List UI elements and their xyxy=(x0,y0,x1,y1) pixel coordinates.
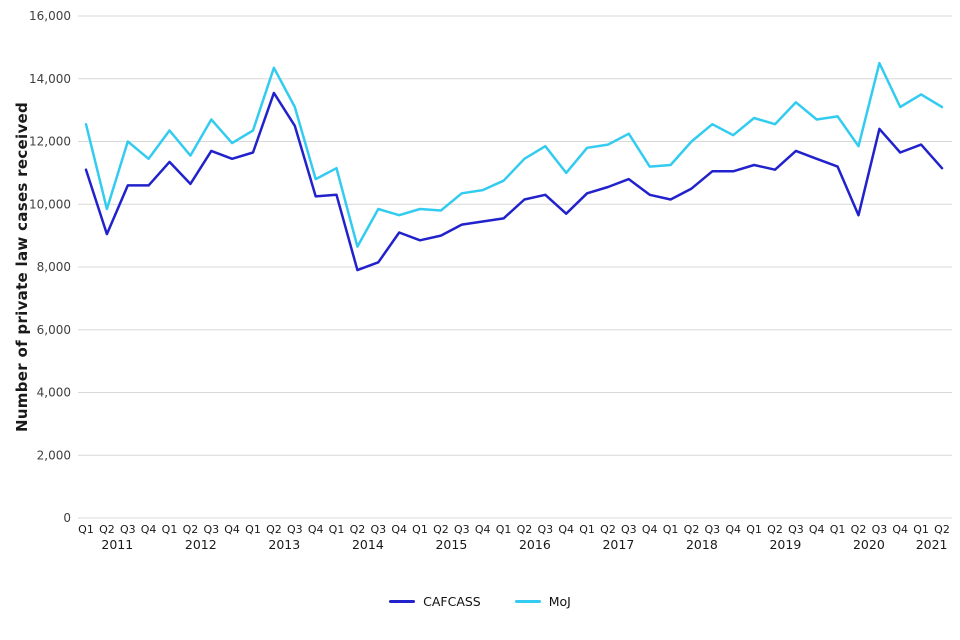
svg-text:Q2: Q2 xyxy=(767,523,783,536)
svg-text:Q3: Q3 xyxy=(704,523,720,536)
chart-plot-area: 0 2,000 4,000 6,000 8,000 10,000 12,000 14,000 1… xyxy=(29,9,952,552)
svg-text:Q4: Q4 xyxy=(308,523,324,536)
svg-text:Q3: Q3 xyxy=(872,523,888,536)
svg-text:Q1: Q1 xyxy=(329,523,345,536)
svg-text:Q3: Q3 xyxy=(788,523,804,536)
svg-text:Q2: Q2 xyxy=(99,523,115,536)
svg-text:Q4: Q4 xyxy=(391,523,407,536)
svg-text:2021: 2021 xyxy=(916,537,948,552)
svg-text:0: 0 xyxy=(63,511,71,525)
svg-text:Q2: Q2 xyxy=(183,523,199,536)
svg-text:2019: 2019 xyxy=(769,537,801,552)
svg-text:Q4: Q4 xyxy=(141,523,157,536)
svg-text:6,000: 6,000 xyxy=(37,323,71,337)
svg-text:Q2: Q2 xyxy=(517,523,533,536)
svg-text:8,000: 8,000 xyxy=(37,260,71,274)
legend-item-moj: MoJ xyxy=(514,594,571,609)
svg-text:16,000: 16,000 xyxy=(29,9,71,23)
svg-text:2012: 2012 xyxy=(185,537,217,552)
svg-text:Q3: Q3 xyxy=(203,523,219,536)
legend-item-cafcass: CAFCASS xyxy=(389,594,481,609)
svg-text:Q1: Q1 xyxy=(162,523,178,536)
svg-text:2013: 2013 xyxy=(268,537,300,552)
svg-text:Q2: Q2 xyxy=(851,523,867,536)
svg-text:2015: 2015 xyxy=(435,537,467,552)
svg-text:Q1: Q1 xyxy=(746,523,762,536)
moj-line-swatch xyxy=(514,600,541,603)
svg-text:Q3: Q3 xyxy=(287,523,303,536)
svg-text:Q2: Q2 xyxy=(934,523,950,536)
legend: CAFCASS MoJ xyxy=(0,594,960,609)
svg-text:Q2: Q2 xyxy=(350,523,366,536)
cafcass-line-swatch xyxy=(389,600,416,603)
svg-text:Q1: Q1 xyxy=(78,523,94,536)
svg-text:2020: 2020 xyxy=(853,537,885,552)
svg-text:Q1: Q1 xyxy=(663,523,679,536)
svg-text:2018: 2018 xyxy=(686,537,718,552)
svg-text:Q1: Q1 xyxy=(496,523,512,536)
svg-text:14,000: 14,000 xyxy=(29,72,71,86)
svg-text:Q4: Q4 xyxy=(642,523,658,536)
svg-text:Q1: Q1 xyxy=(579,523,595,536)
legend-label-moj: MoJ xyxy=(548,594,571,609)
svg-text:Q2: Q2 xyxy=(433,523,449,536)
svg-text:12,000: 12,000 xyxy=(29,135,71,149)
svg-text:Q3: Q3 xyxy=(621,523,637,536)
svg-text:2,000: 2,000 xyxy=(37,448,71,462)
svg-text:Q4: Q4 xyxy=(475,523,491,536)
svg-text:2014: 2014 xyxy=(352,537,384,552)
svg-text:Q3: Q3 xyxy=(370,523,386,536)
svg-text:4,000: 4,000 xyxy=(37,386,71,400)
svg-text:Q2: Q2 xyxy=(266,523,282,536)
svg-text:Q1: Q1 xyxy=(830,523,846,536)
svg-text:2016: 2016 xyxy=(519,537,551,552)
svg-text:2011: 2011 xyxy=(101,537,133,552)
svg-text:Q4: Q4 xyxy=(224,523,240,536)
svg-text:Q3: Q3 xyxy=(120,523,136,536)
svg-text:Q4: Q4 xyxy=(809,523,825,536)
svg-text:Q4: Q4 xyxy=(725,523,741,536)
legend-label-cafcass: CAFCASS xyxy=(423,594,481,609)
svg-text:Q1: Q1 xyxy=(412,523,428,536)
svg-text:2017: 2017 xyxy=(602,537,634,552)
svg-text:Q2: Q2 xyxy=(684,523,700,536)
svg-text:Q3: Q3 xyxy=(537,523,553,536)
svg-text:Q4: Q4 xyxy=(892,523,908,536)
svg-text:Q1: Q1 xyxy=(245,523,261,536)
svg-text:Q4: Q4 xyxy=(558,523,574,536)
svg-text:10,000: 10,000 xyxy=(29,197,71,211)
svg-text:Q1: Q1 xyxy=(913,523,929,536)
svg-text:Q3: Q3 xyxy=(454,523,470,536)
svg-text:Q2: Q2 xyxy=(600,523,616,536)
